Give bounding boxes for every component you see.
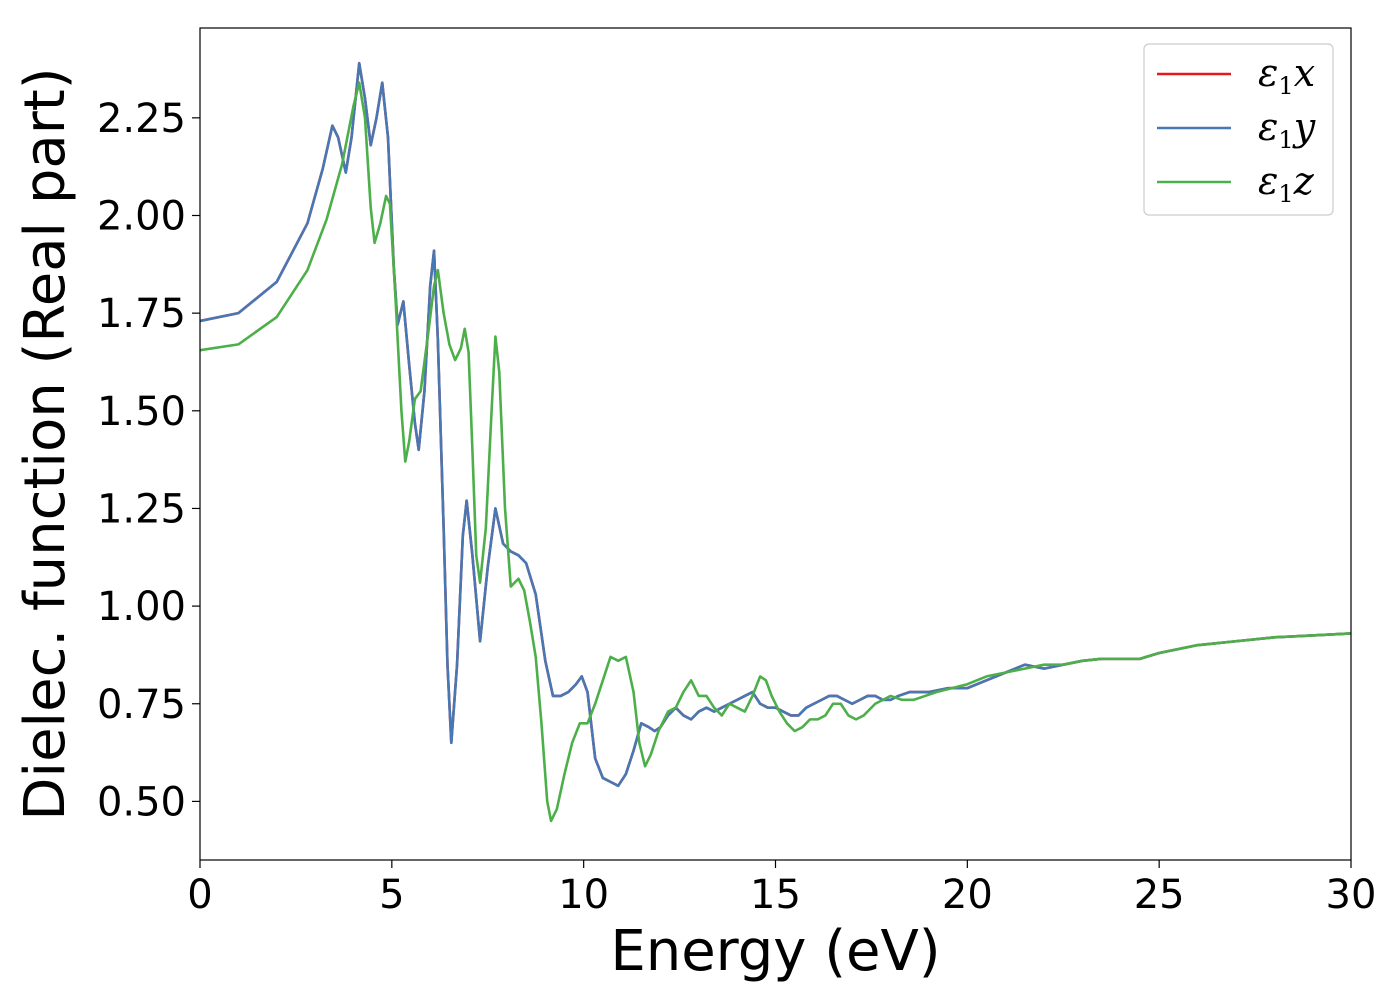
x-tick-label: 5 — [379, 872, 404, 918]
x-axis-label: Energy (eV) — [610, 919, 940, 984]
y-tick-label: 2.25 — [97, 96, 186, 142]
legend-label-z: ε1z — [1258, 159, 1315, 208]
y-tick-label: 0.50 — [97, 779, 186, 825]
x-tick-label: 30 — [1326, 872, 1377, 918]
y-axis-label: Dielec. function (Real part) — [13, 67, 78, 820]
y-tick-label: 1.25 — [97, 486, 186, 532]
legend-label-y: ε1y — [1258, 105, 1316, 154]
legend-label-x: ε1x — [1258, 51, 1315, 100]
legend-box — [1143, 43, 1334, 216]
x-tick-label: 0 — [187, 872, 212, 918]
x-tick-label: 10 — [558, 872, 609, 918]
ticks-layer: 0 5 10 15 20 25 30 0.50 0.75 1.00 1.25 1.50 1.75 2.00… — [97, 96, 1377, 918]
y-tick-label: 2.00 — [97, 193, 186, 239]
series-line-z — [200, 81, 1351, 823]
x-tick-label: 20 — [942, 872, 993, 918]
y-tick-label: 1.75 — [97, 291, 186, 337]
y-tick-label: 0.75 — [97, 682, 186, 728]
legend: ε1x ε1y ε1z — [1143, 43, 1334, 216]
x-tick-label: 15 — [750, 872, 801, 918]
y-tick-label: 1.50 — [97, 389, 186, 435]
series-line-y — [200, 61, 1351, 788]
x-tick-label: 25 — [1134, 872, 1185, 918]
y-tick-label: 1.00 — [97, 584, 186, 630]
series-layer — [200, 61, 1351, 823]
